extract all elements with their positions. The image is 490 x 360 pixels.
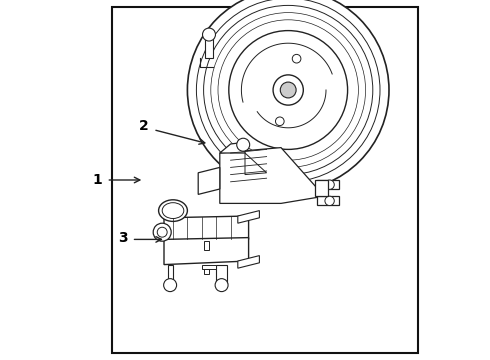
Circle shape (196, 0, 380, 182)
Ellipse shape (159, 200, 187, 221)
Circle shape (325, 196, 334, 206)
Polygon shape (168, 265, 173, 284)
Circle shape (237, 138, 250, 151)
Polygon shape (164, 238, 248, 265)
Circle shape (229, 31, 347, 149)
Ellipse shape (162, 203, 184, 219)
Bar (205, 38, 213, 58)
Bar (112, 7, 418, 353)
Polygon shape (317, 180, 339, 189)
Polygon shape (245, 153, 267, 175)
Text: 2: 2 (139, 119, 149, 133)
Circle shape (273, 75, 303, 105)
Text: 3: 3 (118, 231, 127, 244)
Circle shape (280, 82, 296, 98)
Polygon shape (315, 180, 328, 196)
Polygon shape (238, 256, 259, 268)
Polygon shape (202, 265, 216, 269)
Polygon shape (317, 196, 339, 205)
Circle shape (202, 28, 216, 41)
Circle shape (157, 227, 167, 237)
Polygon shape (216, 265, 227, 284)
Circle shape (153, 223, 171, 241)
Circle shape (187, 0, 389, 191)
Polygon shape (220, 148, 324, 203)
Circle shape (325, 180, 334, 189)
Polygon shape (204, 241, 209, 250)
Polygon shape (164, 216, 248, 241)
Polygon shape (220, 142, 245, 153)
Polygon shape (204, 265, 209, 274)
Circle shape (215, 279, 228, 292)
Circle shape (292, 54, 301, 63)
Circle shape (204, 5, 373, 175)
Polygon shape (198, 167, 220, 194)
Circle shape (211, 13, 366, 167)
Circle shape (218, 20, 358, 160)
Text: 1: 1 (93, 173, 102, 187)
Polygon shape (238, 211, 259, 223)
Circle shape (275, 117, 284, 126)
Circle shape (164, 279, 176, 292)
